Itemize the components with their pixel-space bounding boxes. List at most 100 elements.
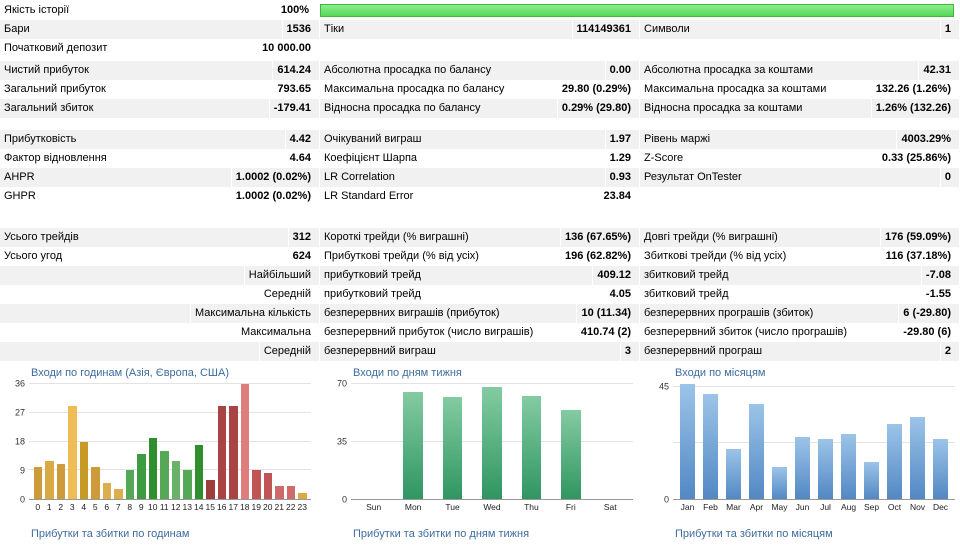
bar-slot [274, 384, 286, 499]
entries-by-month-chart: Входи по місяцям 0 45 Jan Feb Mar Apr May Jun Jul… [649, 367, 955, 540]
bar-slot [722, 384, 745, 499]
stat-group: Початковий депозит 10 000.00 [0, 39, 319, 58]
stat-label: безперервних виграшів (прибуток) [320, 304, 577, 323]
bar-Apr [749, 404, 764, 499]
stat-value: 1536 [282, 20, 319, 39]
bar-slot [101, 384, 113, 499]
bar-slot [182, 384, 194, 499]
stats-row: Початковий депозит 10 000.00 [0, 39, 960, 58]
x-tick-label: 10 [148, 502, 158, 512]
stat-group: Коефіцієнт Шарпа 1.29 [320, 149, 639, 168]
stat-label: Збиткові трейди (% від усіх) [644, 250, 787, 262]
bar-slot [768, 384, 791, 499]
stat-label [0, 304, 190, 323]
stat-value: 176 (59.09%) [880, 228, 959, 247]
stat-group: Абсолютна просадка за коштами 42.31 [640, 61, 959, 80]
bar-slot [124, 384, 136, 499]
bar-slot [216, 384, 228, 499]
x-tick-label: Nov [909, 502, 926, 512]
stat-value: -179.41 [269, 99, 319, 118]
stat-value [627, 39, 639, 58]
x-tick-label: Mar [726, 502, 741, 512]
x-tick-label: 12 [171, 502, 181, 512]
stat-group: Середній [0, 342, 319, 361]
stats-row: Усього угод 624 Прибуткові трейди (% від у… [0, 247, 960, 266]
stats-row: Загальний прибуток 793.65 Максимальна прос… [0, 80, 960, 99]
stat-group: Прибуткові трейди (% від усіх) 196 (62.82… [320, 247, 639, 266]
x-tick-label: Fri [565, 502, 576, 512]
x-tick-label: Tue [445, 502, 460, 512]
x-tick-label: Thu [524, 502, 539, 512]
bar-2 [56, 463, 65, 499]
stat-value: 4.64 [289, 152, 311, 164]
stat-group: Максимальна [0, 323, 319, 342]
stat-value: Середній [259, 342, 319, 361]
stat-group: Очікуваний виграш 1.97 [320, 130, 639, 149]
stat-label: Абсолютна просадка по балансу [320, 61, 605, 80]
stat-group: Символи 1 [640, 20, 959, 39]
bar-13 [183, 470, 192, 499]
stats-row: Якість історії 100% [0, 1, 960, 20]
stat-label: Усього угод [4, 250, 63, 262]
chart-title: Входи по годинам (Азія, Європа, США) [31, 367, 229, 379]
plot-area [29, 383, 311, 500]
bar-16 [217, 406, 226, 499]
bar-Dec [933, 439, 948, 499]
x-tick-label: 19 [251, 502, 261, 512]
bar-slot [860, 384, 883, 499]
stat-value: 0 [940, 168, 959, 187]
stat-value: 4.05 [609, 288, 631, 300]
stat-group: безперервний збиток (число програшів) -29… [640, 323, 959, 342]
stat-group: AHPR 1.0002 (0.02%) [0, 168, 319, 187]
stat-group: прибутковий трейд 4.05 [320, 285, 639, 304]
gridline [29, 411, 311, 413]
stats-row: Середній безперервний виграш 3 безперервний… [0, 342, 960, 361]
bar-slot [228, 384, 240, 499]
stat-value: Максимальна [240, 326, 311, 338]
bar-Thu [521, 395, 542, 499]
bar-0 [33, 467, 42, 499]
stat-group: Z-Score 0.33 (25.86%) [640, 149, 959, 168]
bar-slot [297, 384, 309, 499]
x-tick-label: Sun [366, 502, 382, 512]
bar-slot [67, 384, 79, 499]
stat-value: 6 (-29.80) [899, 304, 959, 323]
bar-slot [591, 384, 630, 499]
stat-value: 100% [280, 4, 309, 16]
x-tick-label: 11 [159, 502, 169, 512]
bar-slot [837, 384, 860, 499]
x-tick-label: 17 [228, 502, 238, 512]
bar-9 [137, 454, 146, 499]
stat-label [0, 285, 259, 304]
stat-label: Фактор відновлення [4, 152, 107, 164]
y-tick-label: 18 [14, 436, 25, 447]
bar-slot [745, 384, 768, 499]
stat-label: Прибутковість [0, 130, 285, 149]
stat-label: Тіки [320, 20, 572, 39]
stat-label: Короткі трейди (% виграшні) [320, 228, 560, 247]
stat-value: 1 [940, 20, 959, 39]
bar-Sep [864, 461, 879, 499]
stat-label: Довгі трейди (% виграшні) [640, 228, 880, 247]
stat-group: Абсолютна просадка по балансу 0.00 [320, 61, 639, 80]
stat-group: збитковий трейд -7.08 [640, 266, 959, 285]
stat-value: 312 [288, 228, 319, 247]
stat-value: 23.84 [603, 190, 631, 202]
stat-group: Короткі трейди (% виграшні) 136 (67.65%) [320, 228, 639, 247]
stat-group: безперервних програшів (збиток) 6 (-29.80… [640, 304, 959, 323]
plot-area [351, 383, 633, 500]
y-tick-label: 36 [14, 378, 25, 389]
x-tick-label: Mon [404, 502, 422, 512]
x-tick-label: 9 [138, 502, 144, 512]
stats-section: Прибутковість 4.42 Очікуваний виграш 1.97 Рі… [0, 130, 960, 206]
bar-slot [285, 384, 297, 499]
plot-wrap: 0 9 18 27 36 [5, 379, 311, 504]
stat-group [320, 39, 639, 58]
bars [29, 384, 311, 499]
stat-label: Символи [640, 20, 940, 39]
x-tick-label: Apr [749, 502, 764, 512]
x-tick-label: 22 [286, 502, 296, 512]
bar-5 [91, 467, 100, 499]
stats-row: Чистий прибуток 614.24 Абсолютна просадка … [0, 61, 960, 80]
stat-value: 0.29% (29.80) [557, 99, 639, 118]
